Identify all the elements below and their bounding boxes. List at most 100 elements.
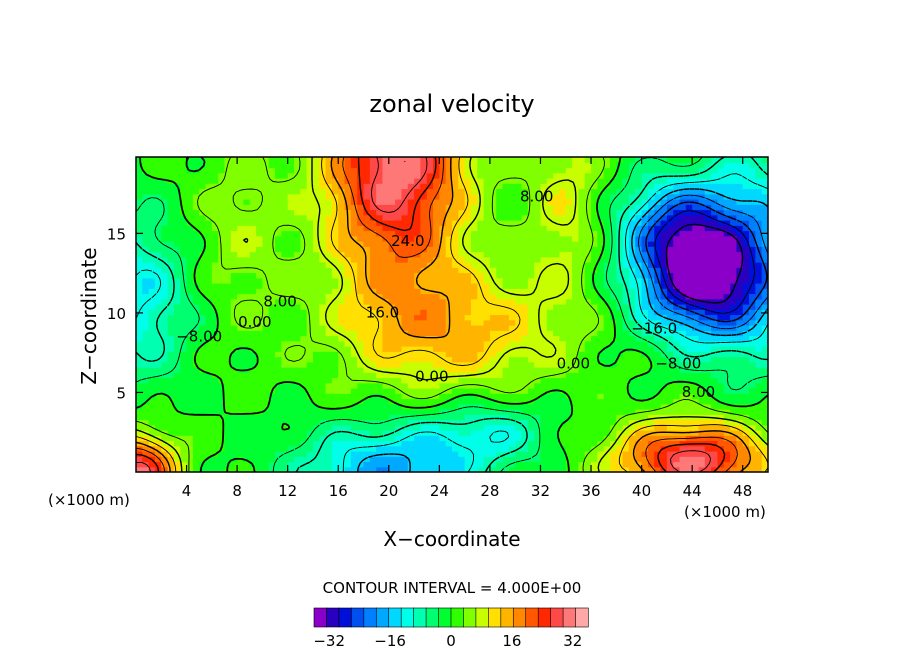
field-cell bbox=[515, 424, 523, 431]
field-cell bbox=[464, 398, 472, 405]
field-cell bbox=[483, 382, 491, 389]
field-cell bbox=[161, 403, 169, 410]
field-cell bbox=[527, 451, 535, 457]
field-cell bbox=[502, 214, 510, 221]
field-cell bbox=[388, 325, 396, 331]
field-cell bbox=[483, 346, 491, 352]
field-cell bbox=[717, 272, 725, 279]
field-cell bbox=[704, 230, 712, 237]
field-cell bbox=[230, 445, 238, 452]
field-cell bbox=[692, 419, 700, 426]
field-cell bbox=[249, 372, 257, 379]
field-cell bbox=[154, 319, 162, 326]
field-cell bbox=[319, 214, 327, 221]
field-cell bbox=[742, 230, 750, 237]
field-cell bbox=[521, 293, 529, 300]
field-cell bbox=[597, 319, 605, 326]
field-cell bbox=[306, 451, 314, 457]
field-cell bbox=[527, 351, 535, 358]
field-cell bbox=[635, 251, 643, 258]
field-cell bbox=[635, 325, 643, 331]
field-cell bbox=[597, 340, 605, 347]
field-cell bbox=[572, 220, 579, 226]
field-cell bbox=[553, 256, 561, 263]
field-cell bbox=[205, 424, 213, 431]
field-cell bbox=[508, 314, 516, 321]
field-cell bbox=[357, 403, 365, 410]
field-cell bbox=[275, 319, 282, 326]
field-cell bbox=[275, 309, 282, 316]
field-cell bbox=[591, 220, 598, 226]
field-cell bbox=[717, 388, 725, 394]
field-cell bbox=[218, 241, 226, 247]
field-cell bbox=[673, 267, 681, 274]
field-cell bbox=[483, 230, 491, 237]
field-cell bbox=[218, 220, 226, 226]
field-cell bbox=[205, 414, 213, 421]
field-cell bbox=[363, 304, 371, 310]
field-cell bbox=[306, 419, 314, 426]
field-cell bbox=[521, 288, 529, 295]
field-cell bbox=[142, 393, 150, 400]
field-cell bbox=[673, 225, 681, 232]
field-cell bbox=[376, 267, 384, 274]
field-cell bbox=[673, 340, 681, 347]
field-cell bbox=[603, 372, 611, 379]
field-cell bbox=[679, 440, 687, 447]
field-cell bbox=[654, 451, 662, 457]
field-cell bbox=[205, 340, 213, 347]
field-cell bbox=[218, 246, 226, 253]
field-cell bbox=[489, 351, 497, 358]
field-cell bbox=[249, 314, 257, 321]
field-cell bbox=[578, 225, 586, 232]
field-cell bbox=[161, 272, 169, 279]
field-cell bbox=[331, 256, 339, 263]
field-cell bbox=[736, 272, 744, 279]
field-cell bbox=[572, 445, 579, 452]
field-cell bbox=[534, 209, 542, 216]
field-cell bbox=[395, 403, 403, 410]
field-cell bbox=[666, 267, 674, 274]
field-cell bbox=[673, 209, 681, 216]
field-cell bbox=[508, 277, 516, 284]
field-cell bbox=[578, 298, 586, 305]
field-cell bbox=[546, 225, 554, 232]
field-cell bbox=[464, 246, 472, 253]
field-cell bbox=[698, 461, 706, 468]
field-cell bbox=[730, 356, 737, 363]
field-cell bbox=[572, 419, 579, 426]
field-cell bbox=[698, 388, 706, 394]
field-cell bbox=[553, 304, 561, 310]
field-cell bbox=[180, 293, 188, 300]
field-cell bbox=[723, 346, 731, 352]
field-cell bbox=[666, 451, 674, 457]
field-cell bbox=[730, 272, 737, 279]
field-cell bbox=[673, 293, 681, 300]
field-cell bbox=[628, 414, 636, 421]
field-cell bbox=[281, 335, 289, 342]
field-cell bbox=[761, 430, 768, 436]
field-cell bbox=[136, 340, 143, 347]
field-cell bbox=[426, 283, 434, 289]
field-cell bbox=[496, 419, 504, 426]
field-cell bbox=[559, 351, 567, 358]
field-cell bbox=[452, 403, 459, 410]
field-cell bbox=[749, 220, 756, 226]
field-cell bbox=[470, 288, 478, 295]
field-cell bbox=[312, 445, 320, 452]
field-cell bbox=[464, 430, 472, 436]
field-cell bbox=[180, 419, 188, 426]
field-cell bbox=[256, 424, 263, 431]
field-cell bbox=[534, 304, 542, 310]
field-cell bbox=[546, 235, 554, 242]
field-cell bbox=[350, 346, 358, 352]
field-cell bbox=[420, 209, 428, 216]
field-cell bbox=[161, 283, 169, 289]
field-cell bbox=[723, 435, 731, 442]
field-cell bbox=[559, 403, 567, 410]
field-cell bbox=[622, 451, 630, 457]
field-cell bbox=[508, 377, 516, 384]
field-cell bbox=[508, 241, 516, 247]
field-cell bbox=[338, 330, 346, 337]
field-cell bbox=[224, 241, 232, 247]
